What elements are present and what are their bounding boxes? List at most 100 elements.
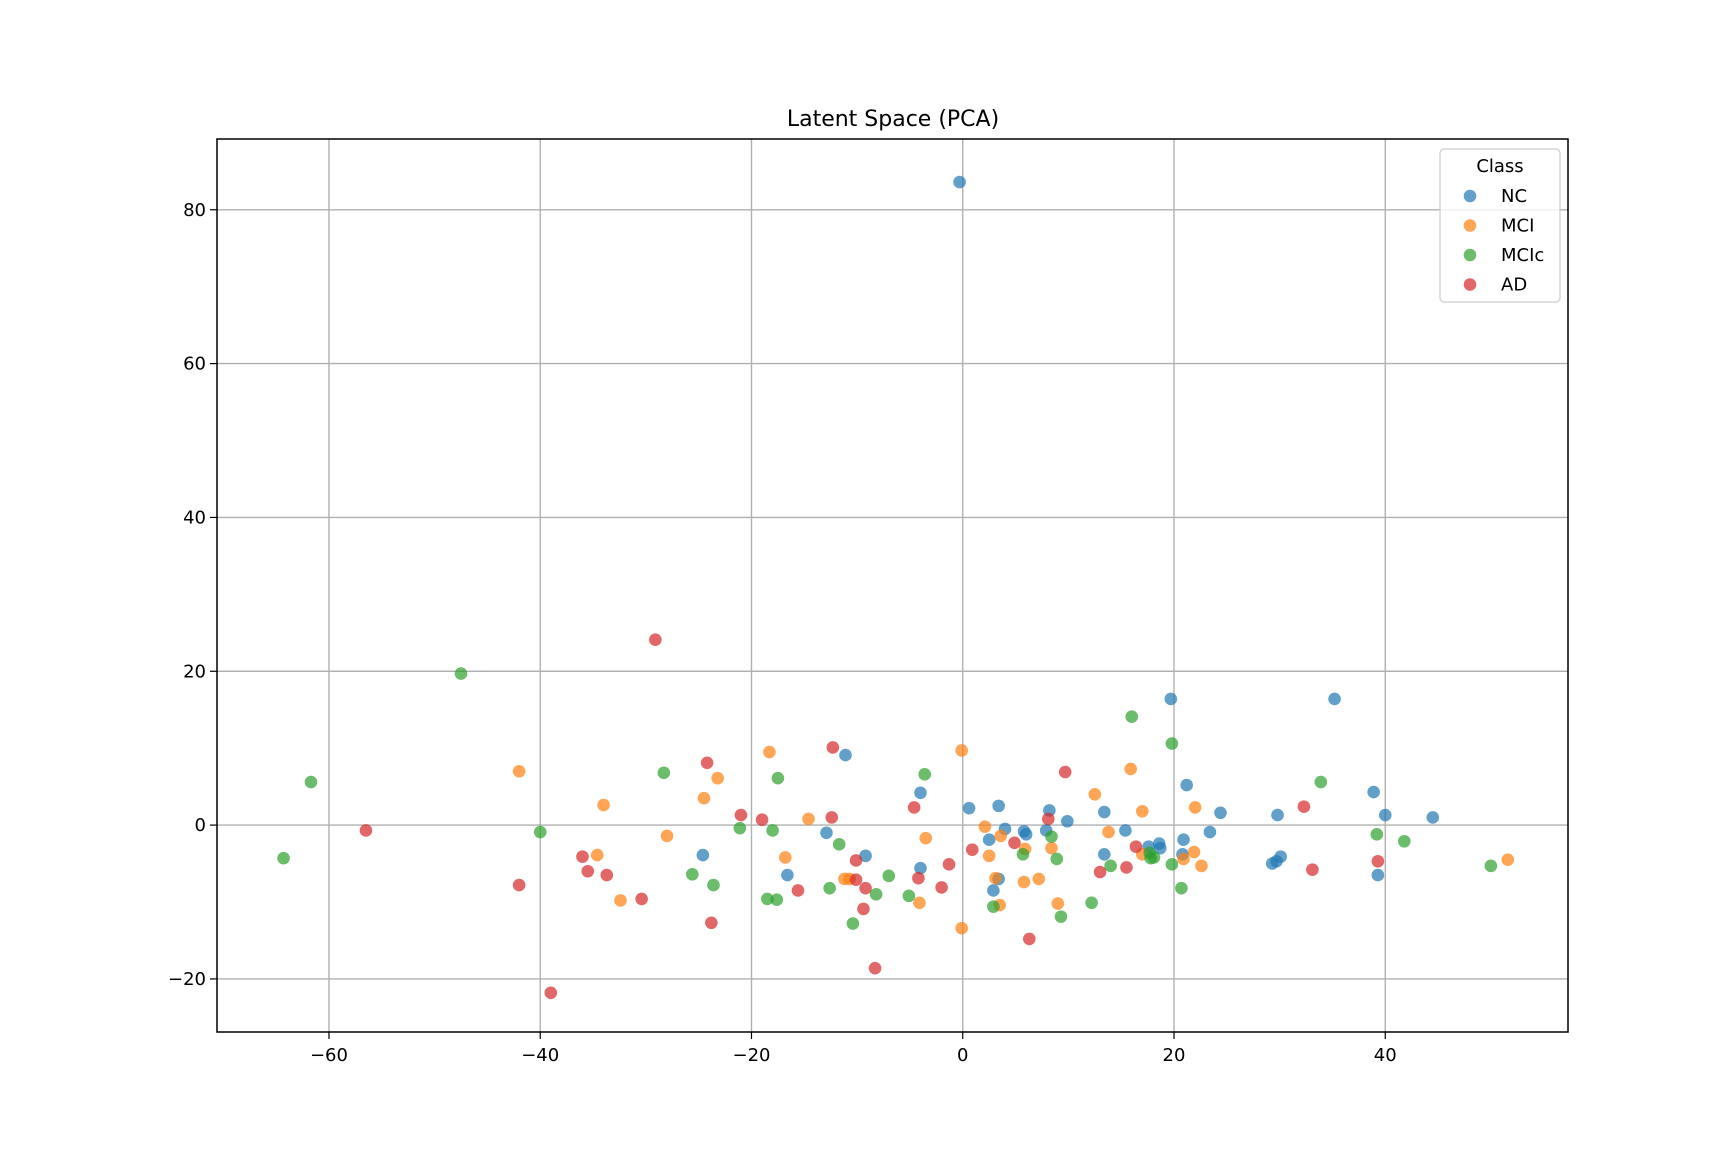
data-point: [1032, 872, 1046, 886]
data-point: [660, 829, 674, 843]
data-point: [849, 854, 863, 867]
data-point: [914, 786, 927, 800]
data-point: [912, 871, 925, 885]
data-point: [1045, 830, 1058, 843]
data-point: [1136, 804, 1149, 818]
data-point: [686, 868, 699, 881]
data-point: [614, 894, 627, 907]
data-point: [707, 878, 720, 892]
series-nc: [696, 175, 1440, 897]
data-point: [359, 824, 373, 837]
data-point: [802, 812, 815, 826]
legend-title: Class: [1476, 156, 1523, 177]
y-tick-label: 60: [183, 354, 206, 375]
x-tick-label: 40: [1374, 1045, 1397, 1066]
data-point: [576, 850, 589, 863]
data-point: [657, 766, 671, 780]
data-point: [1177, 833, 1190, 847]
chart-title: Latent Space (PCA): [787, 107, 999, 132]
data-point: [1214, 806, 1227, 820]
x-tick-label: −20: [732, 1045, 770, 1066]
data-point: [1085, 896, 1098, 910]
legend-label: MCI: [1501, 216, 1534, 237]
y-tick-label: −20: [168, 969, 206, 990]
data-point: [533, 825, 547, 839]
data-point: [1165, 858, 1179, 871]
data-point: [1016, 848, 1030, 861]
data-point: [902, 889, 916, 903]
series-mci: [512, 744, 1515, 935]
data-point: [771, 771, 785, 785]
data-point: [1097, 805, 1111, 819]
data-point: [697, 791, 711, 805]
data-point: [1426, 811, 1440, 824]
data-point: [1195, 859, 1208, 873]
data-point: [600, 868, 614, 882]
data-point: [1271, 808, 1284, 822]
data-point: [781, 868, 794, 882]
data-point: [1187, 845, 1201, 859]
series-ad: [359, 633, 1385, 1000]
data-point: [994, 829, 1008, 843]
data-point: [1177, 852, 1190, 866]
data-point: [1484, 859, 1498, 873]
data-point: [846, 917, 860, 930]
data-point: [992, 799, 1005, 813]
data-point: [955, 744, 968, 757]
data-point: [918, 768, 932, 781]
y-tick-label: 20: [183, 661, 206, 682]
data-point: [1397, 834, 1411, 848]
plot-frame: [216, 138, 1569, 1033]
data-point: [1203, 825, 1217, 839]
data-point: [761, 892, 774, 906]
y-tick-label: 0: [195, 815, 206, 836]
data-point: [1501, 853, 1515, 867]
data-point: [832, 838, 846, 851]
data-point: [825, 811, 839, 824]
data-point: [919, 831, 933, 845]
data-point: [705, 916, 718, 930]
data-point: [849, 873, 863, 887]
data-point: [766, 824, 779, 837]
data-point: [1102, 825, 1115, 839]
data-point: [512, 764, 526, 778]
data-point: [1051, 897, 1065, 910]
data-point: [1129, 840, 1143, 853]
data-point: [778, 851, 792, 864]
data-point: [982, 849, 996, 863]
data-point: [1054, 910, 1068, 923]
data-point: [454, 667, 468, 680]
legend-marker: [1463, 248, 1477, 262]
data-point: [1061, 814, 1074, 828]
data-point: [882, 869, 896, 883]
data-point: [763, 745, 776, 759]
data-point: [1175, 881, 1188, 895]
data-point: [1017, 875, 1031, 889]
data-point: [770, 893, 784, 907]
data-point: [965, 843, 979, 857]
data-point: [987, 900, 1000, 913]
data-point: [544, 986, 558, 1000]
data-point: [1120, 861, 1133, 874]
x-tick-label: 0: [957, 1045, 968, 1066]
data-point: [826, 741, 840, 754]
legend-marker: [1463, 219, 1477, 232]
data-point: [1164, 692, 1178, 706]
data-point: [1378, 808, 1392, 822]
data-point: [935, 881, 948, 894]
data-point: [1367, 785, 1380, 799]
data-point: [1019, 828, 1033, 841]
data-points: [277, 175, 1515, 1000]
data-point: [581, 864, 595, 878]
x-tick-label: −60: [310, 1045, 348, 1066]
series-mcic: [277, 667, 1498, 930]
legend-box: [1439, 148, 1561, 303]
axis-ticks: −60 −40 −20 0 20 40 −20 0 20 40 60 80: [168, 200, 1397, 1066]
data-point: [1097, 848, 1111, 861]
y-tick-label: 40: [183, 507, 206, 528]
data-point: [1188, 801, 1202, 814]
y-tick-label: 80: [183, 200, 206, 221]
data-point: [1153, 841, 1167, 855]
data-point: [914, 861, 927, 875]
